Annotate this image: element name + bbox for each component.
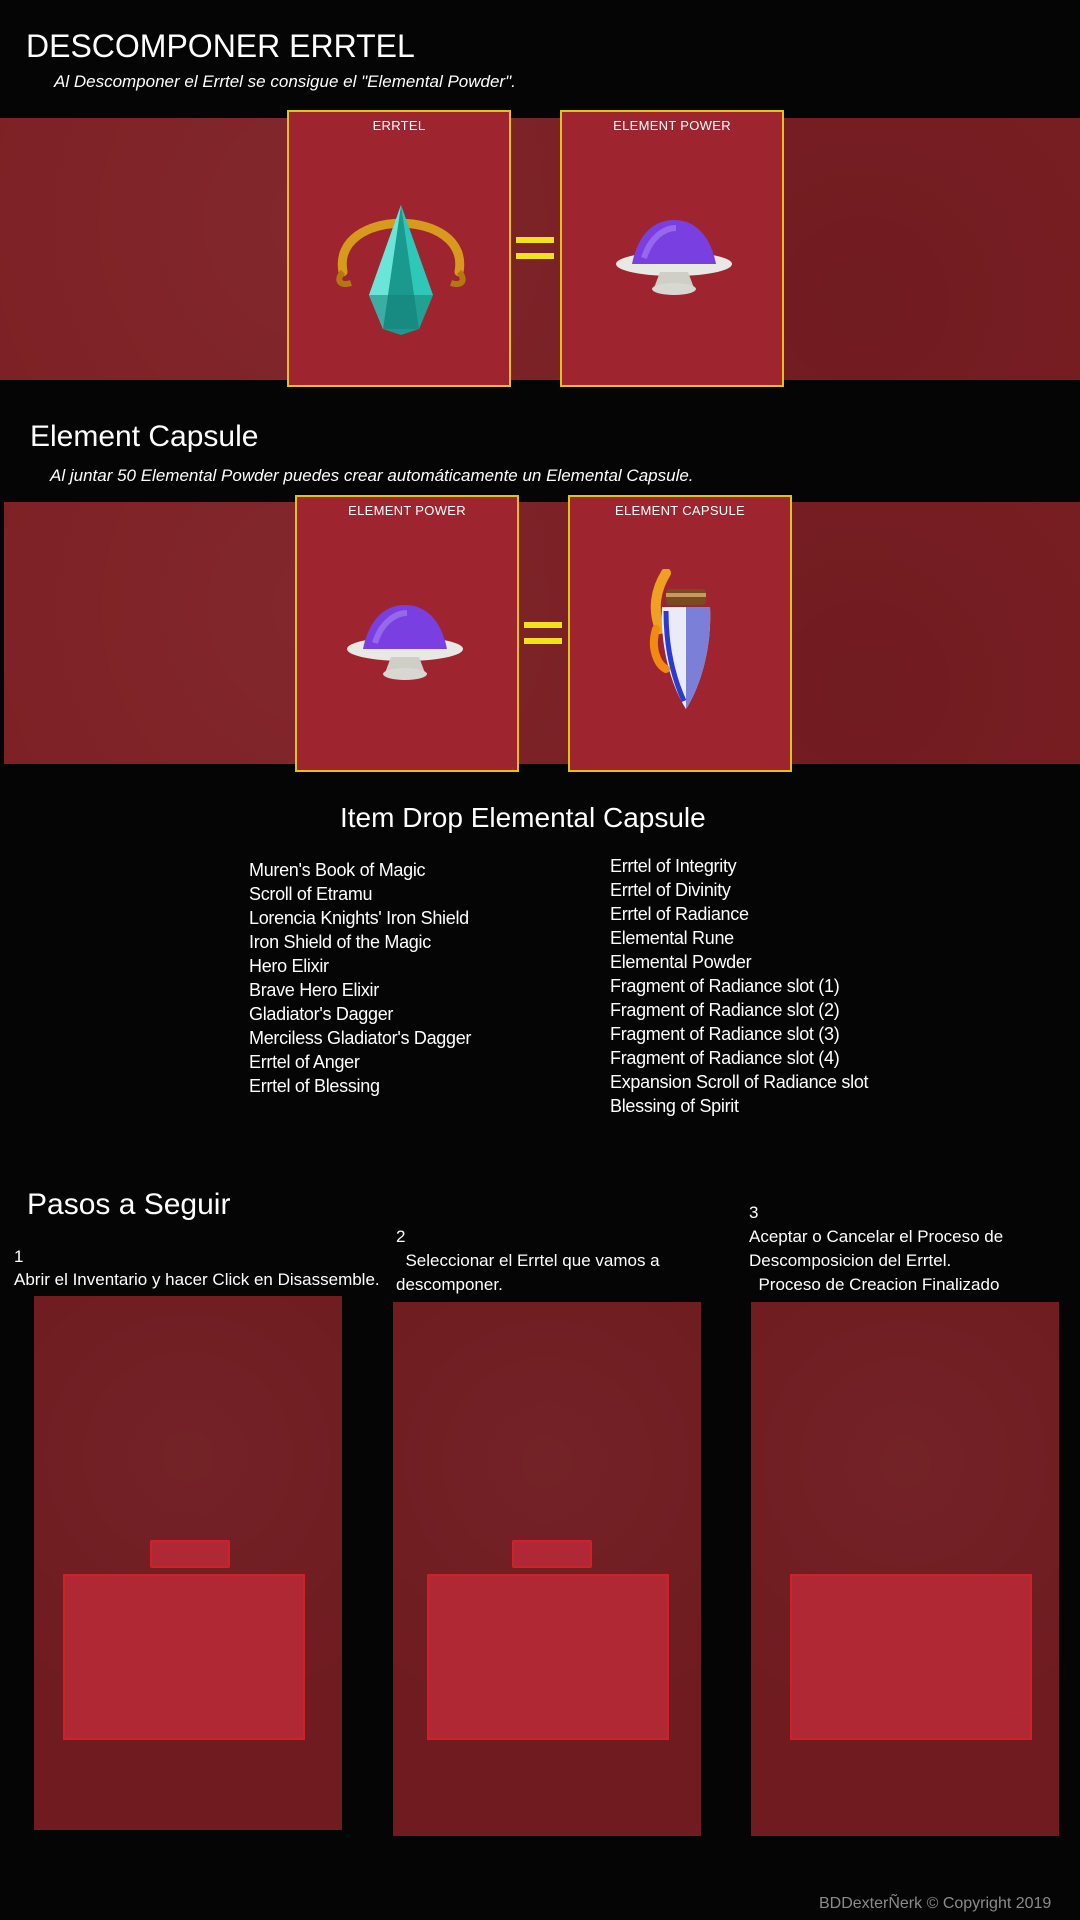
- step1-number: 1: [14, 1247, 24, 1266]
- list-item: Fragment of Radiance slot (2): [610, 1000, 840, 1020]
- section2-subtitle: Al juntar 50 Elemental Powder puedes cre…: [50, 466, 694, 485]
- step2-number: 2: [396, 1227, 406, 1246]
- step1-text: Abrir el Inventario y hacer Click en Dis…: [14, 1270, 380, 1289]
- errtel-card: ERRTEL: [287, 110, 511, 387]
- element-power-card-2: ELEMENT POWER: [295, 495, 519, 772]
- section2-title: Element Capsule: [30, 420, 259, 453]
- element-power-card-2-label: ELEMENT POWER: [348, 503, 466, 518]
- list-item: Merciless Gladiator's Dagger: [249, 1028, 472, 1048]
- list-item: Hero Elixir: [249, 956, 329, 976]
- list-item: Iron Shield of the Magic: [249, 932, 431, 952]
- list-item: Elemental Rune: [610, 928, 734, 948]
- step2-inventory-window: [427, 1574, 669, 1740]
- step3-result-window: [790, 1574, 1032, 1740]
- element-capsule-card-label: ELEMENT CAPSULE: [615, 503, 745, 518]
- list-item: Scroll of Etramu: [249, 884, 373, 904]
- element-capsule-icon: [649, 569, 711, 709]
- list-item: Muren's Book of Magic: [249, 860, 426, 880]
- step2-text-line1: Seleccionar el Errtel que vamos a: [396, 1251, 660, 1270]
- elemental-powder-icon: [347, 605, 463, 680]
- list-item: Errtel of Radiance: [610, 904, 749, 924]
- errtel-card-label: ERRTEL: [372, 118, 426, 133]
- list-item: Elemental Powder: [610, 952, 752, 972]
- list-item: Errtel of Blessing: [249, 1076, 380, 1096]
- elemental-powder-icon: [616, 220, 732, 295]
- step2-disassemble-tab: [512, 1540, 592, 1568]
- element-capsule-card: ELEMENT CAPSULE: [568, 495, 792, 772]
- step1-disassemble-tab: [150, 1540, 230, 1568]
- step2-text-line2: descomponer.: [396, 1275, 503, 1294]
- section1-subtitle: Al Descomponer el Errtel se consigue el …: [54, 72, 516, 91]
- list-item: Errtel of Divinity: [610, 880, 731, 900]
- drops-title: Item Drop Elemental Capsule: [340, 802, 706, 833]
- errtel-icon: [336, 205, 466, 335]
- list-item: Expansion Scroll of Radiance slot: [610, 1072, 869, 1092]
- step1-inventory-window: [63, 1574, 305, 1740]
- list-item: Errtel of Integrity: [610, 856, 737, 876]
- list-item: Gladiator's Dagger: [249, 1004, 394, 1024]
- step3-text-line3: Proceso de Creacion Finalizado: [749, 1275, 1000, 1294]
- step3-number: 3: [749, 1203, 759, 1222]
- list-item: Errtel of Anger: [249, 1052, 360, 1072]
- equals-icon: [524, 622, 562, 644]
- list-item: Fragment of Radiance slot (1): [610, 976, 840, 996]
- list-item: Lorencia Knights' Iron Shield: [249, 908, 469, 928]
- list-item: Blessing of Spirit: [610, 1096, 739, 1116]
- equals-icon: [516, 237, 554, 259]
- section1-title: DESCOMPONER ERRTEL: [26, 28, 415, 64]
- section2-band: [4, 502, 1080, 764]
- section1-band: [0, 118, 1080, 380]
- list-item: Fragment of Radiance slot (4): [610, 1048, 840, 1068]
- element-power-card-label: ELEMENT POWER: [613, 118, 731, 133]
- step3-screenshot-panel: [751, 1302, 1059, 1836]
- copyright-text: BDDexterÑerk © Copyright 2019: [819, 1895, 1052, 1912]
- list-item: Fragment of Radiance slot (3): [610, 1024, 840, 1044]
- step3-text-line1: Aceptar o Cancelar el Proceso de: [749, 1227, 1004, 1246]
- element-power-card: ELEMENT POWER: [560, 110, 784, 387]
- step2-screenshot-panel: [393, 1302, 701, 1836]
- step3-text-line2: Descomposicion del Errtel.: [749, 1251, 952, 1270]
- steps-title: Pasos a Seguir: [27, 1188, 231, 1221]
- list-item: Brave Hero Elixir: [249, 980, 379, 1000]
